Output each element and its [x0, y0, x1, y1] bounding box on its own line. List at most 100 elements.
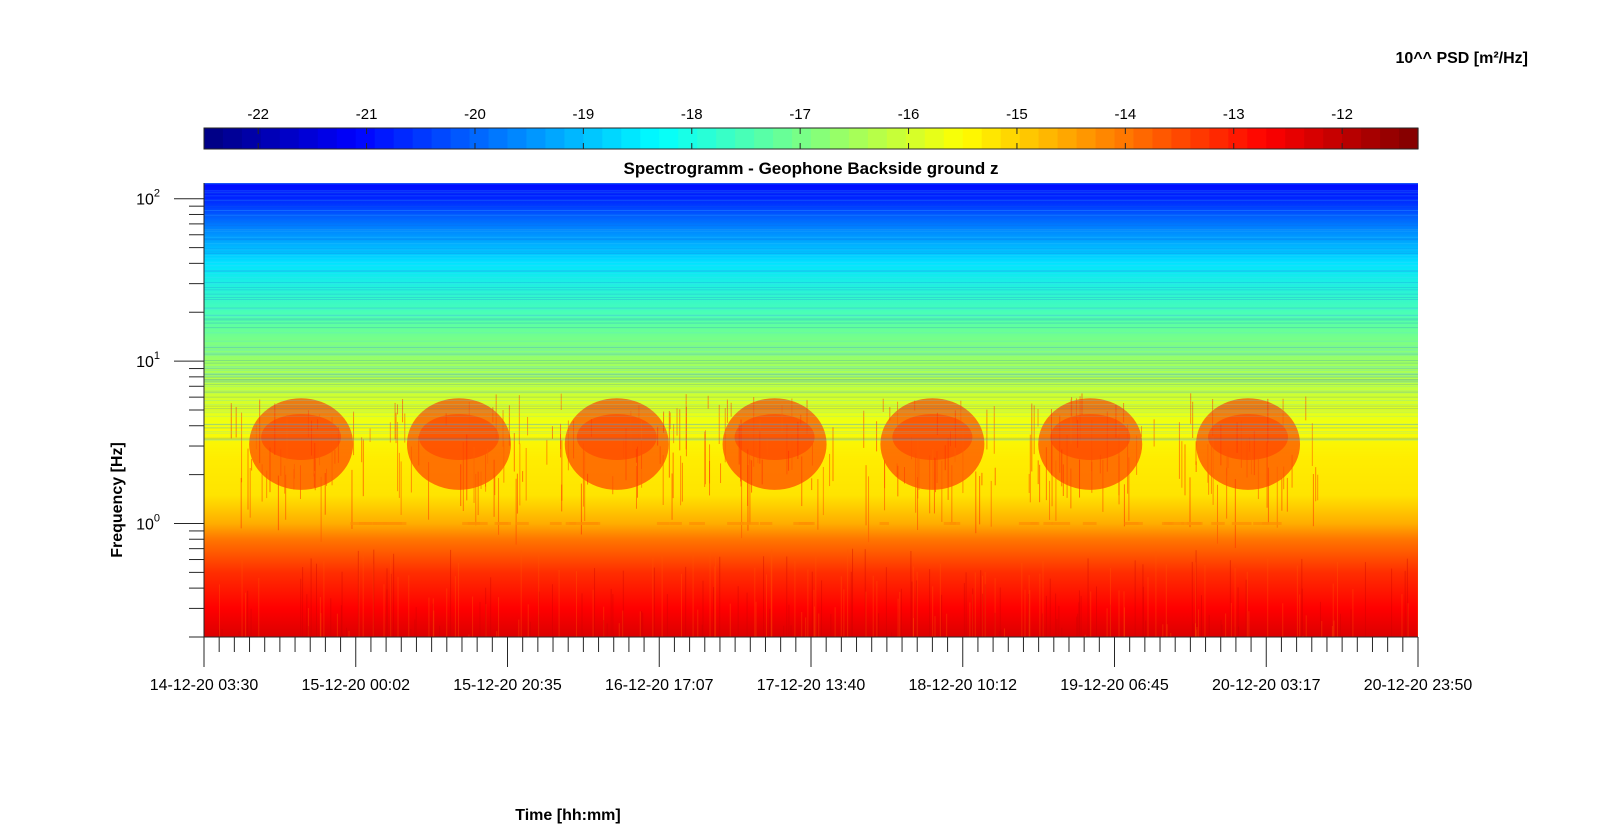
colorbar-step — [886, 128, 907, 149]
colorbar-step — [1285, 128, 1305, 149]
one-hz-dash — [350, 522, 366, 525]
colorbar-step — [773, 128, 793, 149]
one-hz-dash — [1043, 522, 1053, 525]
one-hz-dash — [587, 522, 601, 525]
y-tick-label: 100 — [136, 513, 160, 534]
one-hz-dash — [1082, 522, 1097, 525]
colorbar-step — [848, 128, 869, 149]
colorbar-step — [697, 128, 717, 149]
one-hz-dash — [549, 522, 562, 525]
colorbar-step — [1019, 128, 1040, 149]
burst-core — [418, 414, 499, 460]
x-tick-label: 16-12-20 17:07 — [605, 677, 714, 694]
one-hz-dash — [494, 522, 512, 525]
one-hz-dash — [1167, 522, 1185, 525]
burst-core — [261, 414, 342, 460]
one-hz-dash — [1186, 522, 1203, 525]
colorbar-step — [412, 128, 433, 149]
colorbar-step — [943, 128, 964, 149]
one-hz-dash — [382, 522, 403, 525]
colorbar-label: 10^^ PSD [m²/Hz] — [1396, 50, 1528, 67]
one-hz-dash — [879, 522, 889, 525]
x-tick-label: 15-12-20 20:35 — [453, 677, 562, 694]
x-axis: 14-12-20 03:30 15-12-20 00:02 15-12-20 20:… — [150, 636, 1473, 694]
colorbar-step — [905, 128, 926, 149]
colorbar-step — [545, 128, 566, 149]
colorbar-step — [1076, 128, 1097, 149]
colorbar-tick-label: -19 — [573, 106, 595, 123]
colorbar-tick-label: -18 — [681, 106, 703, 123]
burst-core — [1208, 414, 1289, 460]
one-hz-dash — [943, 522, 956, 525]
x-tick-label: 20-12-20 23:50 — [1364, 677, 1473, 694]
spectrogram-bursts — [230, 393, 1319, 549]
one-hz-dash — [1030, 522, 1040, 525]
colorbar-step — [1057, 128, 1078, 149]
colorbar-step — [374, 128, 395, 149]
colorbar-step — [962, 128, 983, 149]
y-axis: 100 101 102 — [136, 183, 205, 638]
colorbar-tick-label: -14 — [1114, 106, 1136, 123]
colorbar-step — [1095, 128, 1116, 149]
colorbar-step — [1000, 128, 1021, 149]
colorbar-step — [1152, 128, 1173, 149]
colorbar-tick-label: -16 — [898, 106, 920, 123]
colorbar-step — [678, 128, 698, 149]
one-hz-dash — [759, 522, 773, 525]
colorbar-step — [792, 128, 812, 149]
one-hz-dash — [358, 522, 373, 525]
colorbar-tick-label: -20 — [464, 106, 486, 123]
one-hz-dash — [1262, 522, 1282, 525]
x-tick-label: 18-12-20 10:12 — [908, 677, 1017, 694]
one-hz-dash — [689, 522, 705, 525]
colorbar-step — [336, 128, 357, 149]
y-tick-label: 102 — [136, 188, 160, 209]
colorbar-step — [526, 128, 547, 149]
colorbar-step — [564, 128, 584, 149]
colorbar-step — [1228, 128, 1248, 149]
one-hz-dash — [656, 522, 670, 525]
colorbar-step — [583, 128, 603, 149]
one-hz-dash — [1018, 522, 1038, 525]
burst-core — [734, 414, 815, 460]
colorbar-step — [754, 128, 774, 149]
colorbar-ticks: -22 -21 -20 -19 -18 -17 -16 -15 -14 -13 -12 — [247, 106, 1353, 149]
one-hz-dash — [727, 522, 744, 525]
colorbar-tick-label: -21 — [356, 106, 378, 123]
colorbar-step — [393, 128, 414, 149]
colorbar-step — [507, 128, 528, 149]
x-tick-label: 14-12-20 03:30 — [150, 677, 259, 694]
colorbar-step — [222, 128, 243, 149]
one-hz-dash — [467, 522, 488, 525]
one-hz-dash — [516, 522, 529, 525]
colorbar-step — [716, 128, 736, 149]
colorbar-tick-label: -22 — [247, 106, 269, 123]
plot-title: Spectrogramm - Geophone Backside ground … — [623, 159, 998, 178]
colorbar-step — [1304, 128, 1324, 149]
x-axis-title: Time [hh:mm] — [515, 807, 620, 824]
colorbar-step — [1361, 128, 1381, 149]
burst-core — [892, 414, 973, 460]
colorbar-step — [1399, 128, 1419, 149]
colorbar-step — [602, 128, 622, 149]
colorbar-step — [469, 128, 490, 149]
colorbar-step — [450, 128, 471, 149]
burst-core — [576, 414, 657, 460]
colorbar-step — [924, 128, 945, 149]
colorbar-step — [1266, 128, 1286, 149]
colorbar: -22 -21 -20 -19 -18 -17 -16 -15 -14 -13 -12 — [203, 106, 1419, 150]
spectrogram-image — [204, 183, 1418, 637]
colorbar-step — [298, 128, 319, 149]
one-hz-dash — [740, 522, 759, 525]
one-hz-dash — [1161, 522, 1173, 525]
colorbar-step — [1342, 128, 1362, 149]
colorbar-step — [811, 128, 831, 149]
one-hz-dash — [793, 522, 814, 525]
colorbar-frame — [203, 127, 1419, 150]
x-tick-label: 20-12-20 03:17 — [1212, 677, 1321, 694]
colorbar-step — [1133, 128, 1154, 149]
colorbar-step — [1038, 128, 1059, 149]
colorbar-step — [981, 128, 1002, 149]
x-tick-label: 17-12-20 13:40 — [757, 677, 866, 694]
